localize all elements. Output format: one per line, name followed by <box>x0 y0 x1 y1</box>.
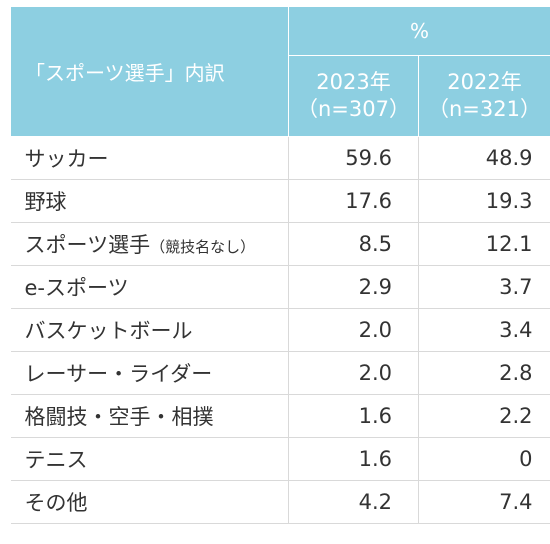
unit-header: % <box>289 7 550 56</box>
value-2022: 12.1 <box>419 223 550 266</box>
value-2022: 2.8 <box>419 352 550 395</box>
row-label-cell: レーサー・ライダー <box>11 352 289 395</box>
value-2022: 48.9 <box>419 137 550 180</box>
value-2023: 1.6 <box>289 395 419 438</box>
row-label-cell: テニス <box>11 438 289 481</box>
value-2022: 19.3 <box>419 180 550 223</box>
row-label: レーサー・ライダー <box>25 362 213 386</box>
column-year: 2023年 <box>290 69 417 96</box>
table-corner-header: 「スポーツ選手」内訳 <box>11 7 289 137</box>
value-2023: 8.5 <box>289 223 419 266</box>
breakdown-table: 「スポーツ選手」内訳 % 2023年 （n=307） 2022年 （n=321）… <box>10 6 550 524</box>
row-label-note: （競技名なし） <box>150 238 255 256</box>
value-2022: 7.4 <box>419 481 550 524</box>
row-label: スポーツ選手 <box>25 233 151 257</box>
value-2023: 1.6 <box>289 438 419 481</box>
row-label-cell: e-スポーツ <box>11 266 289 309</box>
value-2023: 2.9 <box>289 266 419 309</box>
value-2022: 3.4 <box>419 309 550 352</box>
row-label: e-スポーツ <box>25 276 129 300</box>
row-label-cell: 野球 <box>11 180 289 223</box>
value-2023: 17.6 <box>289 180 419 223</box>
value-2023: 4.2 <box>289 481 419 524</box>
row-label: 野球 <box>25 190 67 214</box>
value-2023: 59.6 <box>289 137 419 180</box>
column-sample-size: （n=307） <box>290 96 417 123</box>
column-year: 2022年 <box>420 69 549 96</box>
row-label-cell: スポーツ選手（競技名なし） <box>11 223 289 266</box>
value-2023: 2.0 <box>289 309 419 352</box>
row-label: バスケットボール <box>25 319 193 343</box>
value-2023: 2.0 <box>289 352 419 395</box>
row-label: 格闘技・空手・相撲 <box>25 405 214 429</box>
value-2022: 2.2 <box>419 395 550 438</box>
row-label: テニス <box>25 448 88 472</box>
column-header-2023: 2023年 （n=307） <box>289 56 419 137</box>
column-sample-size: （n=321） <box>420 96 549 123</box>
value-2022: 3.7 <box>419 266 550 309</box>
row-label-cell: サッカー <box>11 137 289 180</box>
row-label-cell: バスケットボール <box>11 309 289 352</box>
value-2022: 0 <box>419 438 550 481</box>
row-label: その他 <box>25 491 88 515</box>
row-label-cell: その他 <box>11 481 289 524</box>
row-label: サッカー <box>25 147 109 171</box>
row-label-cell: 格闘技・空手・相撲 <box>11 395 289 438</box>
column-header-2022: 2022年 （n=321） <box>419 56 550 137</box>
